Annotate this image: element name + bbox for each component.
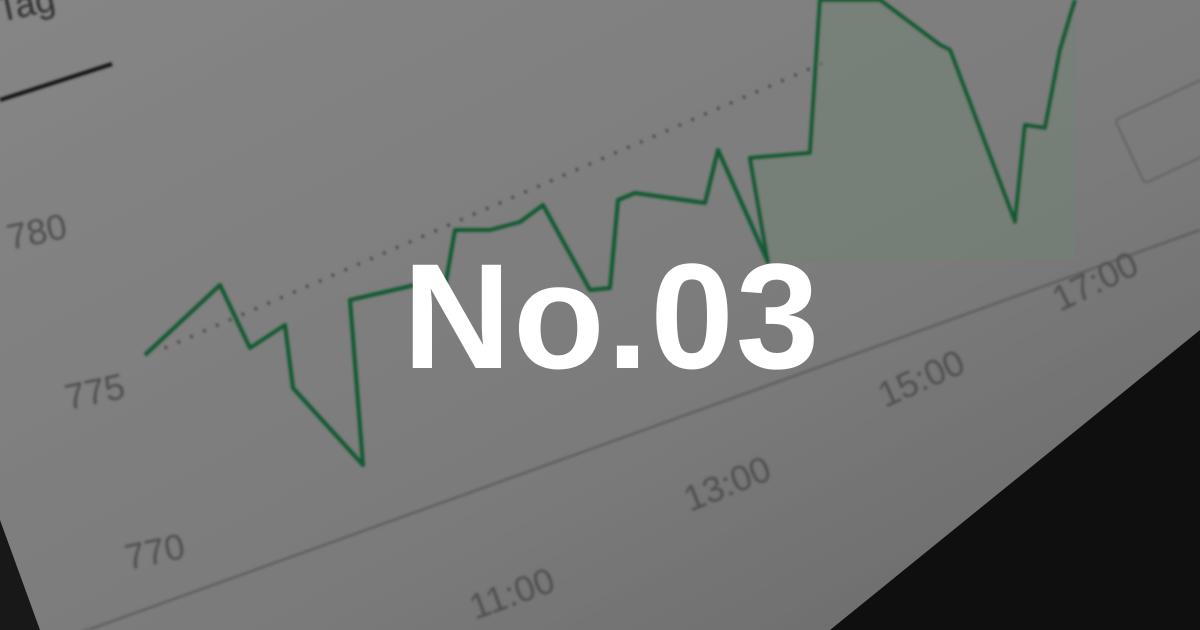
price-line — [143, 0, 1077, 467]
dotted-reference — [164, 58, 831, 350]
title: No.03 — [403, 232, 821, 400]
tab-underline — [0, 62, 113, 102]
bezel-left — [0, 520, 40, 630]
area-fill — [750, 0, 1075, 262]
laptop-bezel — [830, 330, 1200, 630]
x-axis — [84, 229, 1200, 630]
tooltip-box — [1115, 73, 1200, 184]
